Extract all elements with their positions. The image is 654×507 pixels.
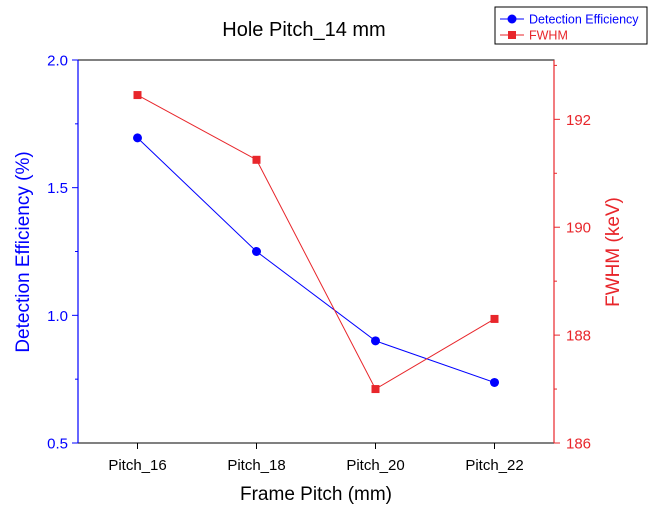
data-point-detection-efficiency <box>371 336 380 346</box>
x-tick-label: Pitch_18 <box>227 457 285 474</box>
data-point-detection-efficiency <box>490 377 499 387</box>
y-left-tick-label: 2.0 <box>47 53 68 70</box>
y-left-tick-label: 1.5 <box>47 180 68 197</box>
data-point-fwhm <box>133 91 142 100</box>
plot-frame <box>77 59 555 444</box>
legend-marker-detection-efficiency <box>507 14 517 24</box>
series-line-fwhm <box>137 94 495 390</box>
x-tick-label: Pitch_22 <box>465 457 523 474</box>
x-tick-label: Pitch_16 <box>108 457 166 474</box>
x-axis-label: Frame Pitch (mm) <box>240 484 392 505</box>
legend-box <box>494 6 648 45</box>
x-tick-label: Pitch_20 <box>346 457 404 474</box>
legend-label-fwhm: FWHM <box>529 29 568 43</box>
data-point-detection-efficiency <box>252 247 261 256</box>
y-right-tick-label: 190 <box>566 220 591 237</box>
y-right-tick-label: 186 <box>566 436 591 453</box>
data-point-fwhm <box>490 314 499 323</box>
data-point-fwhm <box>371 385 380 394</box>
y-left-tick-label: 0.5 <box>47 436 68 453</box>
data-point-fwhm <box>252 155 261 164</box>
legend-marker-fwhm <box>508 31 516 39</box>
y-right-axis: 186 188 190 192 <box>554 64 591 453</box>
x-axis: Pitch_16 Pitch_18 Pitch_20 Pitch_22 <box>108 443 524 474</box>
legend: Detection Efficiency FWHM <box>494 6 648 45</box>
series-layer <box>133 91 499 394</box>
y-left-tick-label: 1.0 <box>47 308 68 325</box>
y-left-axis: 0.5 1.0 1.5 2.0 <box>47 53 78 453</box>
y-left-axis-label: Detection Efficiency (%) <box>13 151 34 352</box>
y-right-tick-label: 192 <box>566 112 591 129</box>
legend-label-detection-efficiency: Detection Efficiency <box>529 13 639 27</box>
data-point-detection-efficiency <box>133 133 142 143</box>
series-line-detection-efficiency <box>137 137 495 383</box>
y-right-tick-label: 188 <box>566 328 591 345</box>
chart-title: Hole Pitch_14 mm <box>222 19 385 41</box>
y-right-axis-label: FWHM (keV) <box>603 197 624 307</box>
